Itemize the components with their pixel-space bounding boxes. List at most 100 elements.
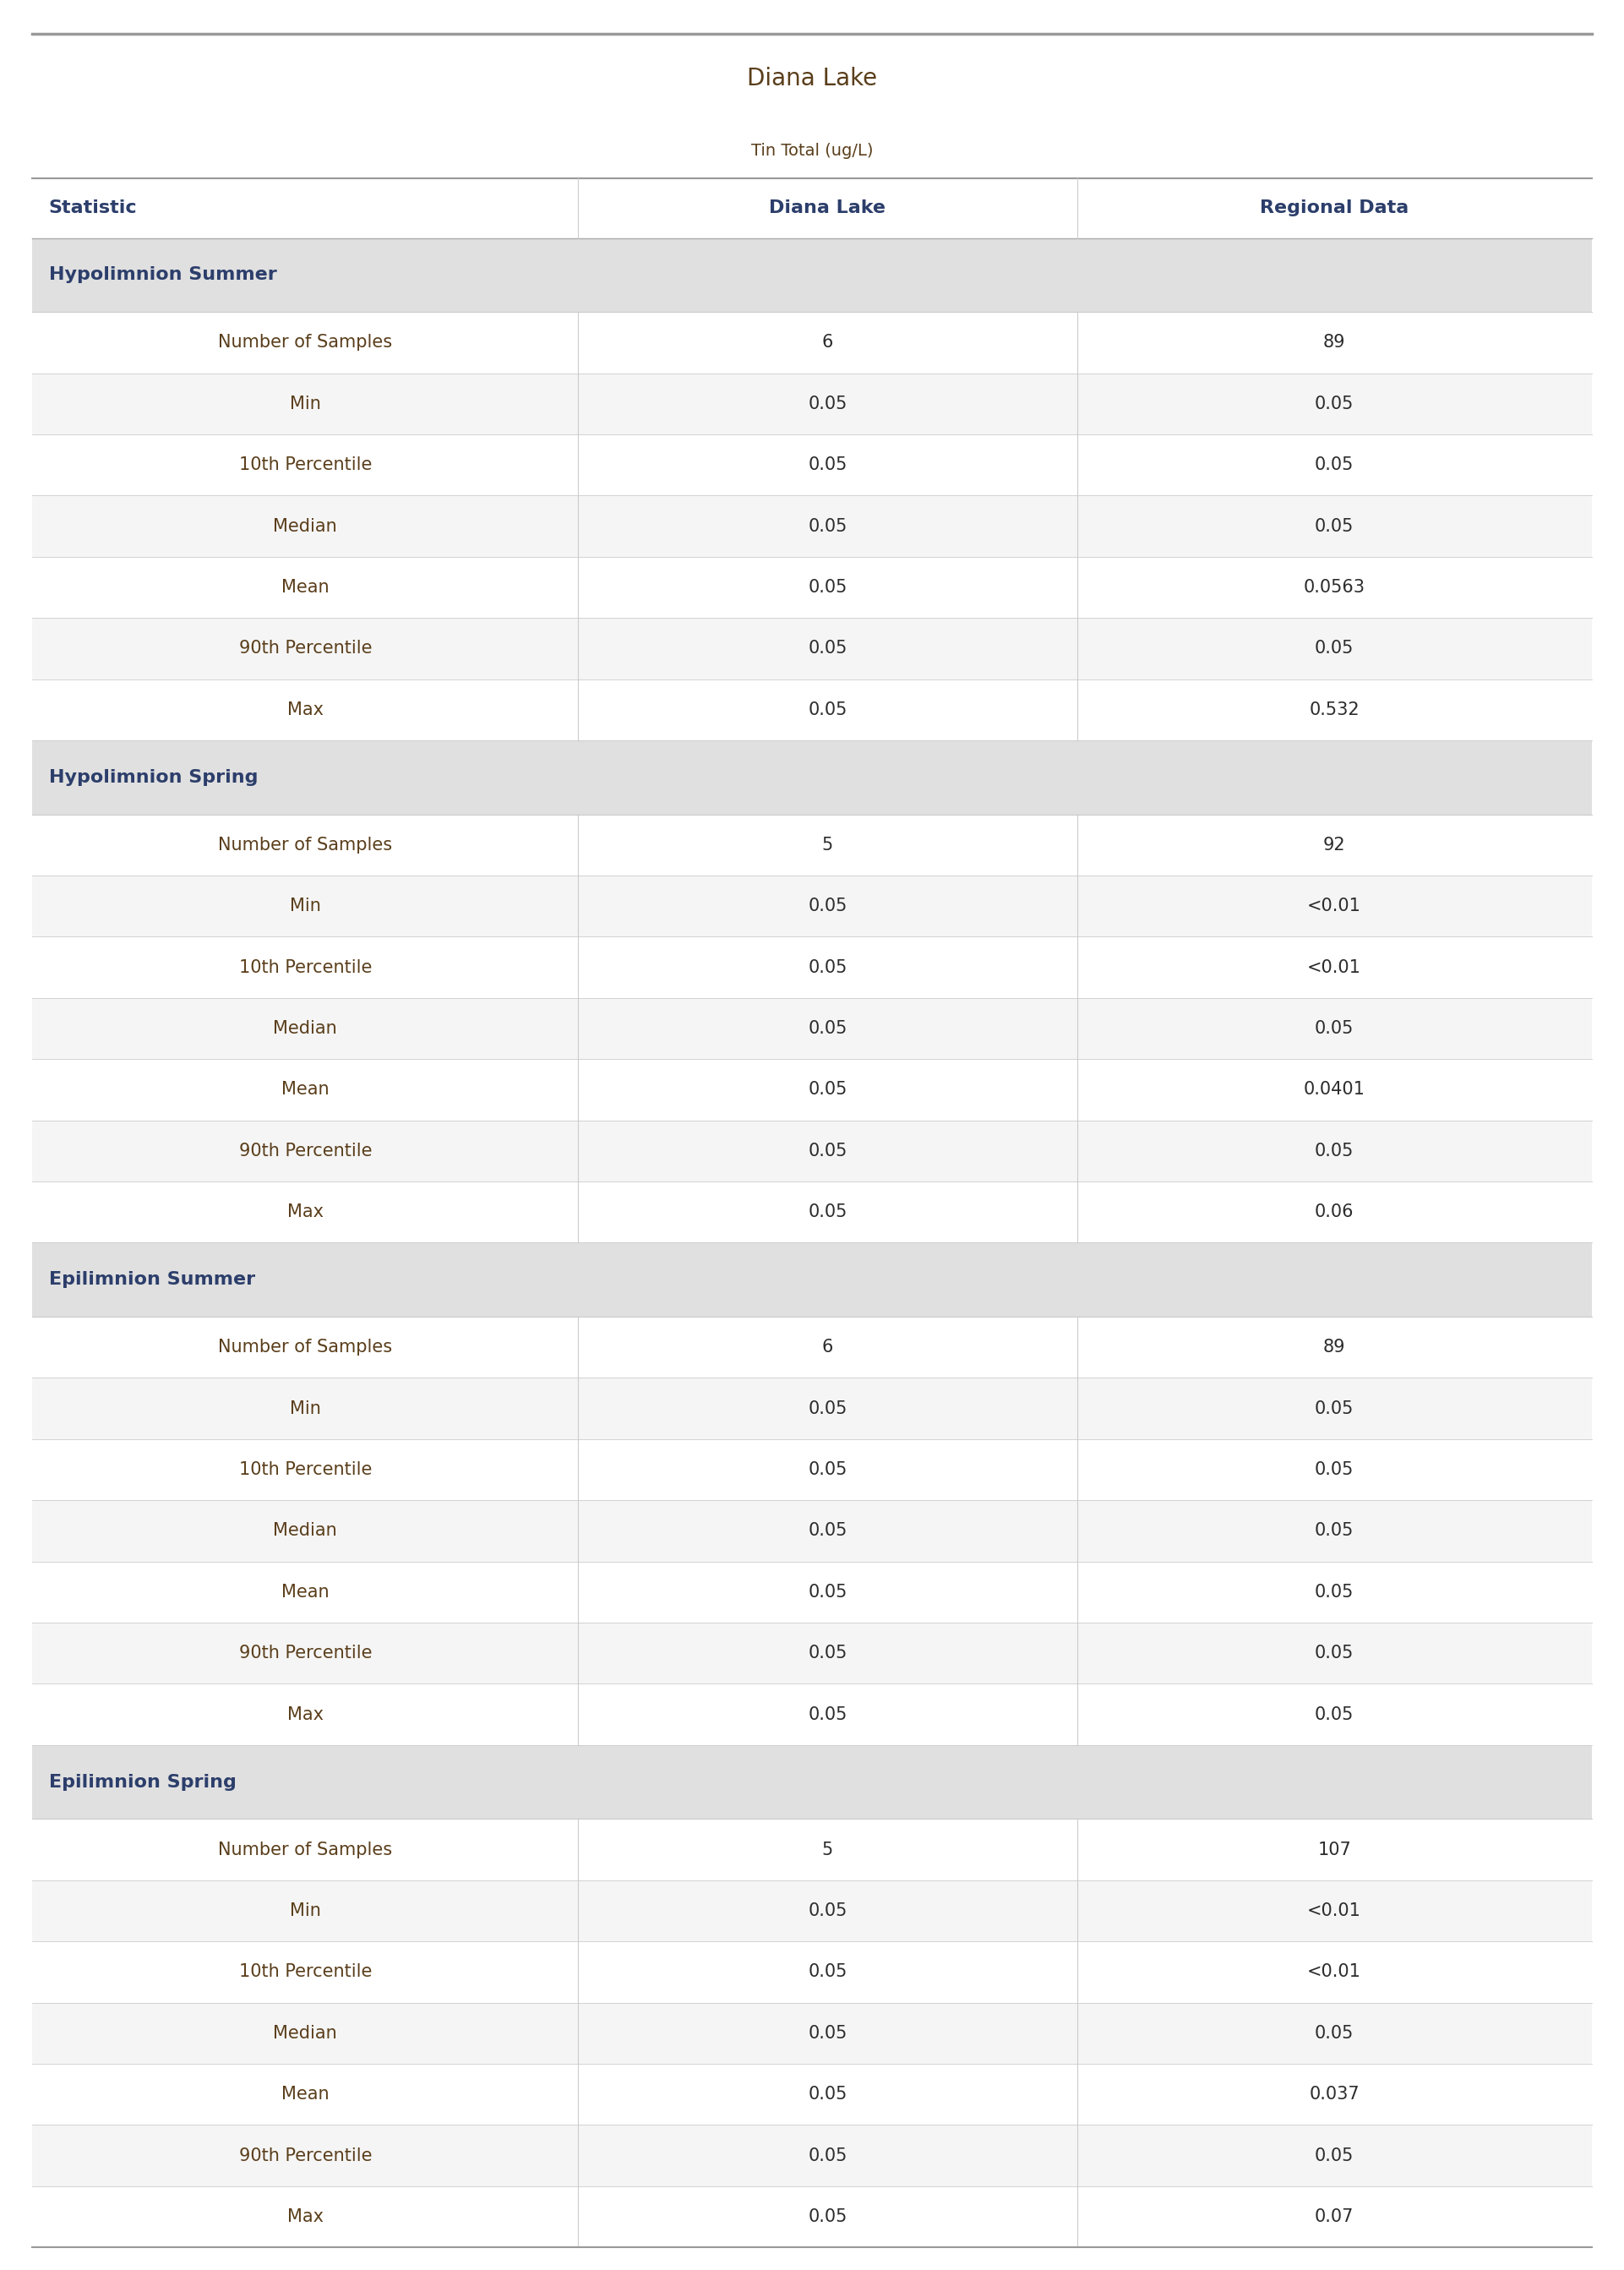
Text: 0.05: 0.05 — [1315, 1584, 1354, 1600]
Bar — [32, 1439, 1592, 1500]
Bar — [32, 617, 1592, 679]
Bar — [32, 1060, 1592, 1121]
Text: 0.05: 0.05 — [809, 518, 848, 536]
Text: Min: Min — [289, 1401, 322, 1416]
Text: 0.05: 0.05 — [809, 640, 848, 656]
Text: 0.532: 0.532 — [1309, 701, 1359, 717]
Text: Number of Samples: Number of Samples — [218, 1841, 393, 1859]
Bar — [32, 679, 1592, 740]
Text: 0.05: 0.05 — [809, 1203, 848, 1221]
Text: 89: 89 — [1324, 1339, 1345, 1355]
Text: 10th Percentile: 10th Percentile — [239, 958, 372, 976]
Text: Number of Samples: Number of Samples — [218, 838, 393, 854]
Text: 0.0563: 0.0563 — [1304, 579, 1366, 595]
Bar — [32, 1623, 1592, 1684]
Text: Epilimnion Spring: Epilimnion Spring — [49, 1773, 235, 1791]
Bar — [32, 1500, 1592, 1562]
Text: 0.05: 0.05 — [809, 2086, 848, 2102]
Text: <0.01: <0.01 — [1307, 958, 1361, 976]
Bar — [32, 2186, 1592, 2247]
Text: Diana Lake: Diana Lake — [747, 66, 877, 91]
Text: 10th Percentile: 10th Percentile — [239, 1964, 372, 1979]
Text: 0.0401: 0.0401 — [1304, 1081, 1366, 1099]
Bar — [32, 311, 1592, 372]
Text: 0.05: 0.05 — [1315, 1707, 1354, 1723]
Text: 90th Percentile: 90th Percentile — [239, 1142, 372, 1160]
Text: 0.05: 0.05 — [809, 1142, 848, 1160]
Bar — [32, 1378, 1592, 1439]
Text: Median: Median — [273, 518, 338, 536]
Text: 0.05: 0.05 — [809, 395, 848, 413]
Text: <0.01: <0.01 — [1307, 1964, 1361, 1979]
Text: 0.05: 0.05 — [809, 1902, 848, 1920]
Text: Mean: Mean — [281, 1081, 330, 1099]
Bar — [32, 556, 1592, 617]
Text: 89: 89 — [1324, 334, 1345, 352]
Text: 10th Percentile: 10th Percentile — [239, 1462, 372, 1478]
Text: Number of Samples: Number of Samples — [218, 334, 393, 352]
Bar — [32, 495, 1592, 556]
Text: 0.05: 0.05 — [809, 1584, 848, 1600]
Text: 0.05: 0.05 — [809, 1401, 848, 1416]
Text: 0.05: 0.05 — [809, 1523, 848, 1539]
Text: Hypolimnion Summer: Hypolimnion Summer — [49, 266, 276, 284]
Bar — [32, 372, 1592, 434]
Text: 0.05: 0.05 — [809, 456, 848, 474]
Text: Min: Min — [289, 897, 322, 915]
Text: 0.037: 0.037 — [1309, 2086, 1359, 2102]
Text: 90th Percentile: 90th Percentile — [239, 1646, 372, 1662]
Bar — [32, 1941, 1592, 2002]
Text: Tin Total (ug/L): Tin Total (ug/L) — [750, 143, 874, 159]
Bar — [32, 740, 1592, 815]
Text: 0.05: 0.05 — [809, 897, 848, 915]
Text: 0.05: 0.05 — [1315, 2025, 1354, 2041]
Text: Min: Min — [289, 1902, 322, 1920]
Text: 0.05: 0.05 — [1315, 1646, 1354, 1662]
Text: <0.01: <0.01 — [1307, 897, 1361, 915]
Text: 0.05: 0.05 — [1315, 2147, 1354, 2163]
Text: 5: 5 — [822, 838, 833, 854]
Text: 0.05: 0.05 — [809, 2025, 848, 2041]
Text: 0.05: 0.05 — [1315, 456, 1354, 474]
Text: 0.05: 0.05 — [809, 2147, 848, 2163]
Bar — [32, 238, 1592, 311]
Text: 0.05: 0.05 — [1315, 640, 1354, 656]
Text: 92: 92 — [1324, 838, 1346, 854]
Text: Mean: Mean — [281, 579, 330, 595]
Text: 0.05: 0.05 — [809, 2209, 848, 2225]
Bar — [32, 1317, 1592, 1378]
Text: Max: Max — [287, 2209, 323, 2225]
Text: 0.05: 0.05 — [1315, 395, 1354, 413]
Text: Max: Max — [287, 1707, 323, 1723]
Text: Regional Data: Regional Data — [1260, 200, 1408, 216]
Bar — [32, 1562, 1592, 1623]
Text: 0.05: 0.05 — [1315, 1142, 1354, 1160]
Text: Mean: Mean — [281, 1584, 330, 1600]
Text: Epilimnion Summer: Epilimnion Summer — [49, 1271, 255, 1287]
Text: 10th Percentile: 10th Percentile — [239, 456, 372, 474]
Bar — [32, 815, 1592, 876]
Bar — [32, 1242, 1592, 1317]
Text: 0.05: 0.05 — [809, 1081, 848, 1099]
Text: Diana Lake: Diana Lake — [770, 200, 887, 216]
Bar — [32, 1746, 1592, 1818]
Text: Statistic: Statistic — [49, 200, 136, 216]
Text: Number of Samples: Number of Samples — [218, 1339, 393, 1355]
Bar — [32, 179, 1592, 238]
Text: 0.05: 0.05 — [1315, 518, 1354, 536]
Text: <0.01: <0.01 — [1307, 1902, 1361, 1920]
Text: 107: 107 — [1317, 1841, 1351, 1859]
Text: 0.07: 0.07 — [1315, 2209, 1354, 2225]
Text: 0.05: 0.05 — [809, 579, 848, 595]
Text: Median: Median — [273, 2025, 338, 2041]
Text: 6: 6 — [822, 1339, 833, 1355]
Bar — [32, 1880, 1592, 1941]
Text: 6: 6 — [822, 334, 833, 352]
Text: 0.05: 0.05 — [809, 1964, 848, 1979]
Text: 0.05: 0.05 — [809, 1707, 848, 1723]
Bar — [32, 2002, 1592, 2063]
Text: 0.05: 0.05 — [809, 1019, 848, 1037]
Text: 90th Percentile: 90th Percentile — [239, 640, 372, 656]
Bar — [32, 1818, 1592, 1880]
Text: 0.05: 0.05 — [809, 1646, 848, 1662]
